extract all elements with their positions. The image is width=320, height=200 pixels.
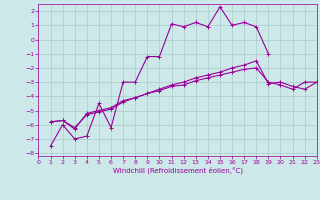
X-axis label: Windchill (Refroidissement éolien,°C): Windchill (Refroidissement éolien,°C) (113, 167, 243, 174)
